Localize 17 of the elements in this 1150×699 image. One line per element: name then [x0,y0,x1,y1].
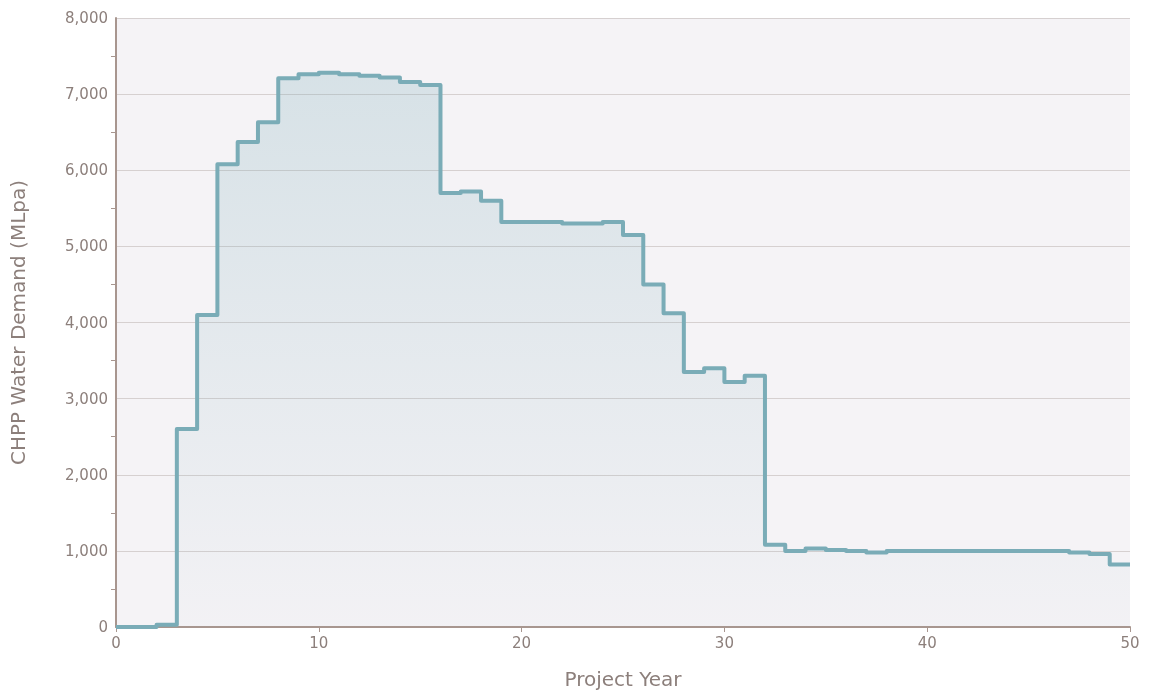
y-tick-label: 6,000 [65,161,108,180]
x-tick-label: 30 [714,633,734,652]
x-tick-label: 50 [1120,633,1140,652]
y-axis-title: CHPP Water Demand (MLpa) [6,179,30,466]
y-tick-label: 4,000 [65,313,108,332]
y-tick-label: 0 [98,618,108,636]
y-tick-label: 2,000 [65,465,108,484]
x-tick-label: 10 [309,633,329,652]
y-tick-label: 5,000 [65,237,108,256]
y-tick-label: 7,000 [65,85,108,104]
y-tick-label: 3,000 [65,389,108,408]
x-tick-label: 40 [917,633,937,652]
y-tick-label: 1,000 [65,541,108,560]
y-tick-label: 8,000 [65,9,108,27]
x-axis-title: Project Year [564,667,683,691]
x-tick-label: 20 [512,633,532,652]
x-tick-label: 0 [111,633,121,652]
